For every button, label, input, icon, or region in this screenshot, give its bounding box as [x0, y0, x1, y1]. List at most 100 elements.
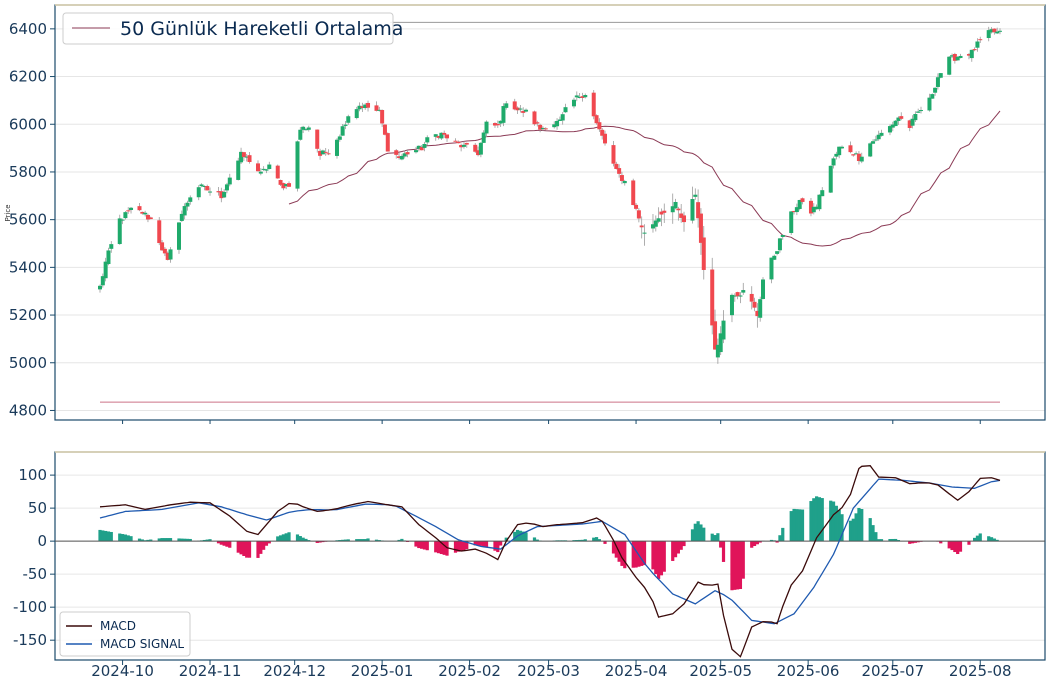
- x-tick-label: 2024-11: [179, 662, 242, 680]
- candle-up: [504, 103, 509, 108]
- candle-down: [323, 151, 328, 153]
- candle-up: [916, 111, 921, 113]
- macd-histogram-bar: [188, 538, 192, 542]
- candle-up: [769, 257, 774, 280]
- candle-down: [318, 150, 323, 156]
- candle-down: [445, 134, 450, 139]
- candle-up: [794, 207, 799, 213]
- candle-up: [577, 97, 582, 99]
- macd-histogram-bar: [659, 541, 664, 576]
- candle-up: [306, 127, 311, 130]
- candle-down: [639, 225, 644, 228]
- candle-up: [837, 146, 842, 156]
- candle-up: [433, 134, 438, 137]
- macd-histogram-bar: [123, 534, 127, 542]
- macd-histogram-bar: [462, 541, 466, 551]
- candle-down: [205, 186, 210, 191]
- macd-histogram-bar: [456, 541, 460, 552]
- macd-histogram-bar: [679, 541, 683, 550]
- candle-up: [693, 194, 698, 197]
- macd-histogram-bar: [366, 538, 370, 542]
- macd-histogram-bar: [871, 525, 875, 542]
- candle-down: [636, 210, 641, 219]
- candle-up: [690, 199, 695, 221]
- price-y-tick-label: 6000: [9, 115, 47, 133]
- macd-histogram-bar: [304, 538, 308, 542]
- candle-down: [492, 123, 497, 126]
- macd-histogram-bar: [908, 541, 912, 544]
- macd-histogram-bar: [301, 537, 305, 542]
- candle-up: [208, 191, 213, 193]
- candle-down: [617, 168, 622, 174]
- candle-up: [642, 232, 647, 234]
- macd-histogram-bar: [741, 541, 745, 579]
- candle-up: [176, 222, 181, 250]
- macd-histogram-bar: [812, 498, 816, 542]
- candle-down: [521, 110, 526, 113]
- candle-down: [405, 152, 410, 155]
- candle-up: [574, 95, 579, 98]
- macd-histogram-bar: [958, 541, 963, 552]
- macd-histogram-bar: [425, 541, 429, 551]
- candle-down: [659, 211, 664, 215]
- candle-down: [165, 252, 170, 260]
- macd-histogram-bar: [913, 541, 917, 543]
- candle-down: [752, 301, 757, 308]
- macd-histogram-bar: [888, 539, 892, 542]
- candle-up: [236, 160, 241, 180]
- candle-down: [394, 150, 399, 155]
- macd-histogram-bar: [992, 538, 996, 542]
- candle-up: [552, 124, 557, 128]
- candle-up: [461, 144, 466, 147]
- macd-histogram-bar: [699, 524, 703, 542]
- candle-down: [453, 140, 458, 142]
- macd-histogram-bar: [160, 538, 164, 542]
- x-tick-label: 2025-08: [949, 662, 1012, 680]
- macd-histogram-bar: [953, 541, 957, 553]
- macd-histogram-bar: [256, 541, 260, 558]
- candle-down: [360, 106, 365, 108]
- macd-y-tick-label: -50: [23, 565, 48, 583]
- macd-histogram-bar: [377, 540, 381, 542]
- macd-histogram-bar: [620, 541, 624, 566]
- macd-histogram-bar: [346, 539, 350, 542]
- candle-up: [955, 56, 960, 61]
- macd-histogram-bar: [239, 541, 243, 555]
- macd-histogram-bar: [719, 541, 723, 548]
- macd-histogram-bar: [236, 541, 240, 553]
- candle-up: [831, 158, 836, 166]
- candle-down: [140, 211, 145, 214]
- candle-up: [182, 206, 187, 216]
- macd-histogram-bar: [247, 541, 252, 558]
- candle-up: [301, 126, 306, 130]
- candle-up: [950, 55, 955, 57]
- x-tick-label: 2025-07: [861, 662, 924, 680]
- macd-histogram-bar: [338, 540, 342, 542]
- macd-histogram-bar: [848, 520, 853, 542]
- candle-down: [247, 155, 252, 162]
- price-y-axis: 4800 5000 5200 5400 5600 5800 6000 6200 6400: [9, 20, 55, 419]
- candle-down: [808, 200, 813, 214]
- macd-histogram-bar: [696, 521, 700, 542]
- candle-up: [721, 320, 726, 340]
- candle-up: [887, 126, 892, 133]
- candle-down: [966, 54, 971, 56]
- candle-up: [571, 99, 576, 107]
- macd-legend-label: MACD: [100, 619, 136, 633]
- candle-up: [202, 185, 207, 187]
- macd-histogram-bar: [341, 539, 345, 542]
- candle-down: [126, 210, 131, 212]
- candle-down: [696, 202, 701, 219]
- macd-histogram-bar: [789, 511, 793, 542]
- moving-average-legend-label: 50 Günlük Hareketli Ortalama: [120, 18, 403, 40]
- macd-histogram-bar: [710, 533, 714, 542]
- candle-down: [755, 310, 760, 317]
- macd-histogram-bar: [101, 530, 105, 542]
- price-y-tick-label: 5200: [9, 306, 47, 324]
- price-y-tick-label: 5800: [9, 163, 47, 181]
- macd-histogram-bar: [264, 541, 269, 546]
- candle-down: [281, 183, 286, 189]
- candle-up: [224, 184, 229, 191]
- x-tick-label: 2025-04: [605, 662, 668, 680]
- macd-histogram-bar: [631, 541, 635, 568]
